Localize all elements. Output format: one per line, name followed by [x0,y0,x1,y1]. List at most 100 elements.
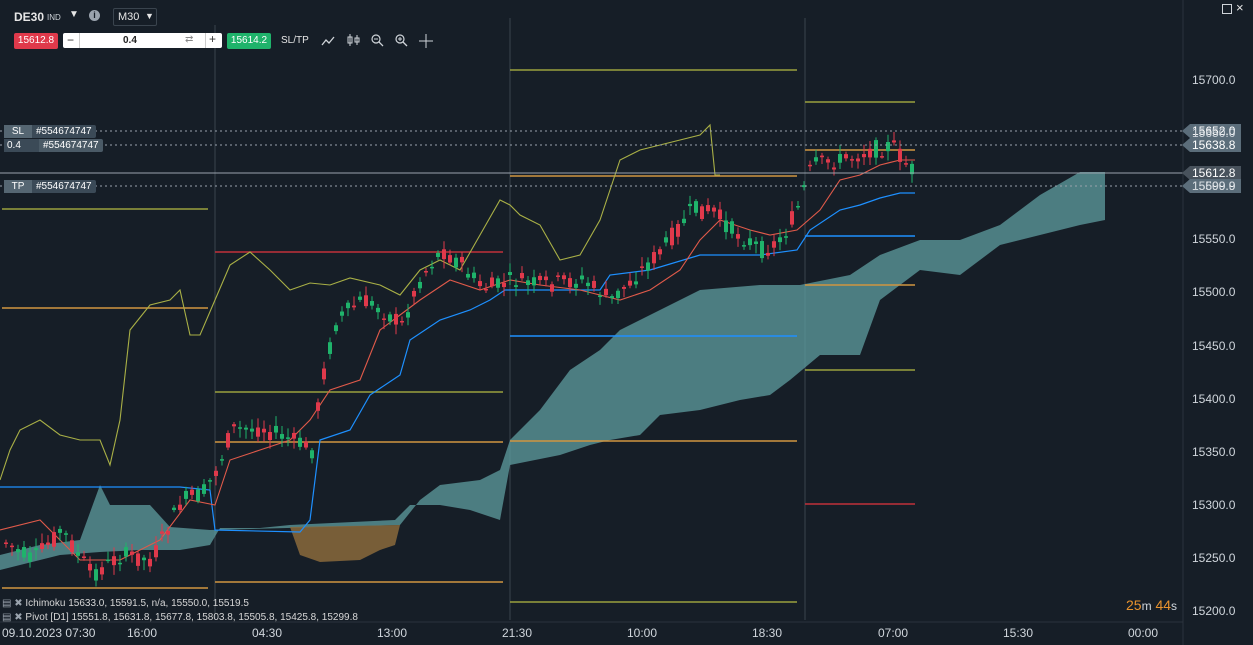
candle [154,545,158,558]
candle [448,255,452,263]
candle [382,318,386,320]
indicator-settings-icon[interactable]: ▤ [2,598,12,609]
candle [814,157,818,162]
x-axis-label: 04:30 [252,626,283,640]
candle [556,275,560,277]
volume-minus-button[interactable]: − [67,33,75,47]
symbol-name[interactable]: DE30 [14,10,45,24]
candle [898,148,902,162]
candle [532,277,536,286]
y-axis-label: 15400.0 [1192,392,1236,406]
candle [340,311,344,316]
candle [136,553,140,566]
candle [196,489,200,502]
candle [112,556,116,566]
x-axis-label: 07:00 [878,626,909,640]
candle [904,163,908,165]
candle [526,280,530,286]
timeframe-select[interactable]: M30 ▼ [113,8,157,26]
candle [334,325,338,332]
candles [4,132,914,587]
candle [592,280,596,288]
candle [166,530,170,535]
sell-button[interactable]: 15612.8 [14,33,58,49]
symbol-dropdown-icon[interactable]: ▼ [69,9,79,20]
sl-order-id: #554674747 [36,126,92,137]
candle [790,211,794,225]
y-axis-label: 15450.0 [1192,339,1236,353]
pivot-levels [2,69,915,603]
candle [832,167,836,170]
candle [886,142,890,152]
position-chip[interactable]: 0.4 #554674747 [4,139,103,152]
candle [550,284,554,292]
candle [364,295,368,307]
candle [322,368,326,380]
candle-settings-icon[interactable] [347,33,361,48]
candle [910,163,914,175]
chikou-line [0,123,720,481]
y-axis-label: 15250.0 [1192,551,1236,565]
candle [724,220,728,233]
candle [400,320,404,323]
line-chart-icon[interactable] [321,35,335,47]
volume-plus-button[interactable]: + [209,32,217,46]
indicator-remove-icon[interactable]: ✖ [14,598,23,609]
candle [82,556,86,559]
candle [58,528,62,533]
candle [472,272,476,279]
candle [796,205,800,208]
candle [268,432,272,441]
x-axis-label: 13:00 [377,626,408,640]
close-icon[interactable]: × [1236,0,1244,15]
timer-m: m [1141,599,1152,613]
candle [130,551,134,555]
x-axis-label: 16:00 [127,626,158,640]
zoom-in-icon[interactable] [395,34,408,47]
info-icon[interactable]: i [89,10,100,21]
indicator-ichimoku[interactable]: ▤ ✖ Ichimoku 15633.0, 15591.5, n/a, 1555… [2,598,249,609]
tp-order-id: #554674747 [36,181,92,192]
sltp-button[interactable]: SL/TP [281,35,309,46]
candle [100,567,104,575]
divider [205,33,206,48]
candle [640,266,644,268]
candle [232,424,236,427]
candle [40,543,44,549]
candle [202,484,206,494]
indicator-pivot[interactable]: ▤ ✖ Pivot [D1] 15551.8, 15631.8, 15677.8… [2,612,358,623]
candle [742,245,746,247]
tp-order-chip[interactable]: TP #554674747 [4,180,96,193]
candle [706,205,710,212]
position-id: #554674747 [43,140,99,151]
tp-label: TP [4,180,32,193]
candle [76,552,80,556]
candle [418,281,422,289]
indicator-settings-icon[interactable]: ▤ [2,612,12,623]
x-axis-label: 00:00 [1128,626,1159,640]
maximize-icon[interactable] [1222,4,1232,14]
refresh-icon[interactable]: ⇄ [185,34,194,45]
candle [610,296,614,299]
candle [652,252,656,264]
candle [700,206,704,219]
indicator-remove-icon[interactable]: ✖ [14,612,23,623]
candle [70,540,74,552]
candle [664,237,668,243]
candle [820,155,824,158]
zoom-out-icon[interactable] [371,34,384,47]
ichimoku-cloud-down [290,525,400,562]
buy-button[interactable]: 15614.2 [227,33,271,49]
volume-input[interactable]: 0.4 [123,35,137,46]
candle [124,547,128,557]
crosshair-icon[interactable] [419,34,433,48]
candle [118,562,122,565]
candle [286,437,290,439]
sl-order-chip[interactable]: SL #554674747 [4,125,96,138]
candle [178,504,182,510]
candle [370,301,374,306]
candle [208,480,212,482]
candle [712,207,716,212]
candle [304,441,308,448]
